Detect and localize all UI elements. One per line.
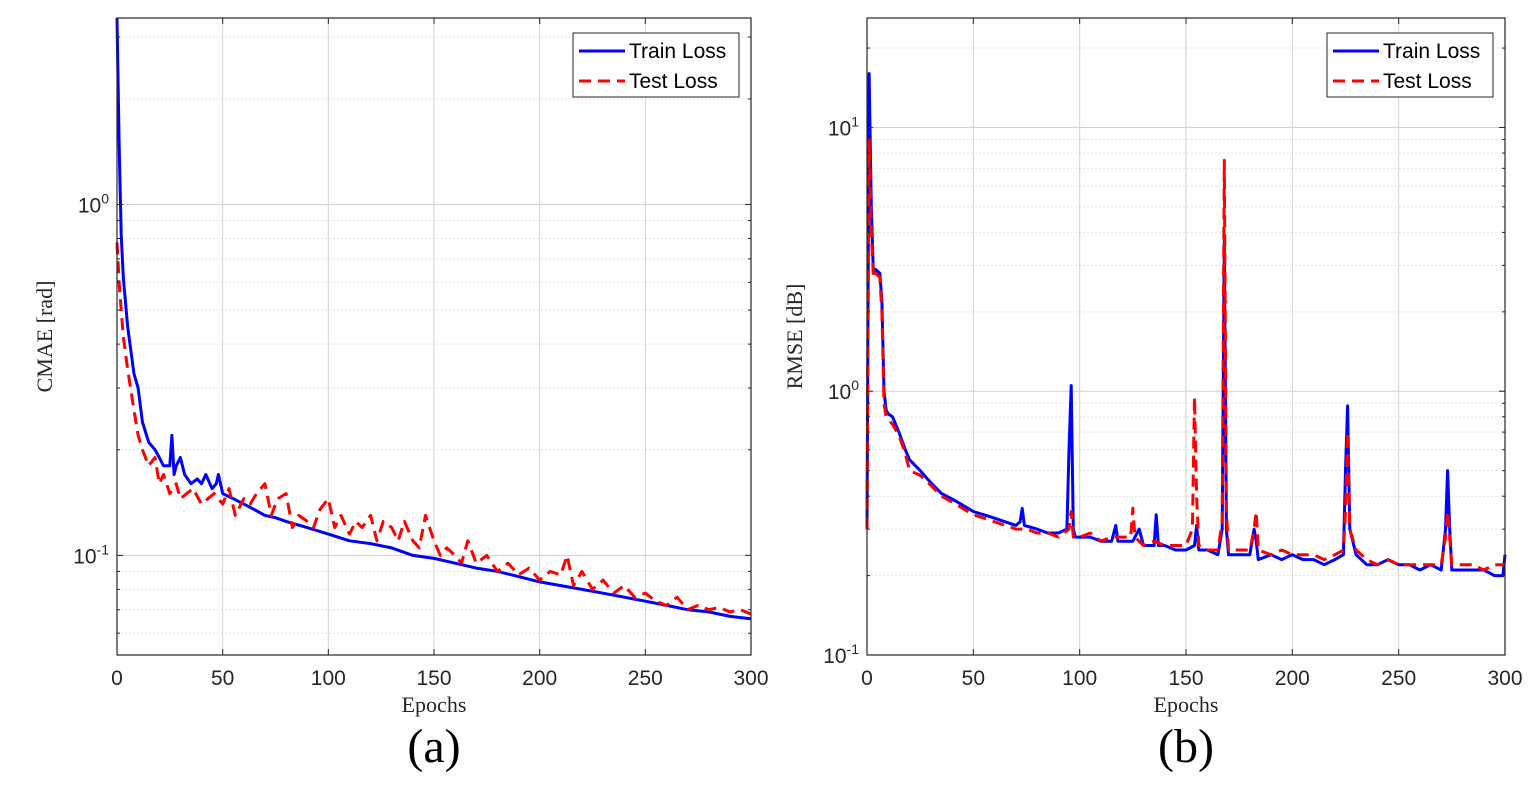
x-tick-label: 150 — [416, 667, 451, 690]
series-line-train-loss — [115, 17, 752, 621]
y-axis-label: RMSE [dB] — [782, 284, 807, 390]
x-axis: 0 50 100 150 200 250 300 — [861, 18, 1523, 690]
y-axis: 101 100 10-1 — [823, 47, 1505, 668]
panel-label: (a) — [407, 720, 460, 773]
x-axis: 0 50 100 150 200 250 300 — [111, 18, 769, 690]
x-tick-label: 100 — [311, 667, 346, 690]
chart-panel-b: 0 50 100 150 200 250 300 101 100 10-1 Epochs RMSE [… — [782, 17, 1523, 773]
x-tick-label: 0 — [861, 667, 873, 690]
legend-label: Train Loss — [629, 40, 726, 63]
y-tick-label: 10-1 — [73, 541, 109, 568]
y-axis-label: CMAE [rad] — [32, 281, 57, 393]
x-tick-label: 250 — [628, 667, 663, 690]
legend-label: Train Loss — [1383, 40, 1480, 63]
x-axis-label: Epochs — [1154, 692, 1219, 717]
legend-box — [572, 32, 740, 98]
x-tick-label: 250 — [1381, 667, 1416, 690]
panel-label: (b) — [1158, 720, 1214, 773]
x-tick-label: 300 — [1487, 667, 1522, 690]
x-tick-label: 200 — [1275, 667, 1310, 690]
legend-label: Test Loss — [629, 70, 718, 93]
x-tick-label: 50 — [211, 667, 234, 690]
x-axis-label: Epochs — [402, 692, 467, 717]
x-tick-label: 100 — [1062, 667, 1097, 690]
x-tick-label: 50 — [962, 667, 985, 690]
legend-label: Test Loss — [1383, 70, 1472, 93]
chart-panel-a: 0 50 100 150 200 250 300 100 10-1 Epochs CMAE [rad… — [32, 17, 769, 773]
series-line-train-loss — [865, 72, 1507, 578]
x-tick-label: 0 — [111, 667, 123, 690]
x-tick-label: 300 — [733, 667, 768, 690]
y-axis: 100 10-1 — [73, 36, 751, 634]
legend-box — [1326, 32, 1494, 98]
series-line-test-loss — [865, 138, 1505, 572]
x-tick-label: 200 — [522, 667, 557, 690]
series-group — [115, 17, 752, 621]
y-tick-label: 100 — [78, 190, 109, 217]
y-tick-label: 101 — [828, 113, 859, 140]
series-group — [865, 72, 1507, 578]
legend: Train Loss Test Loss — [1326, 32, 1494, 98]
y-tick-label: 100 — [828, 377, 859, 404]
y-tick-label: 10-1 — [823, 641, 859, 668]
x-tick-label: 150 — [1168, 667, 1203, 690]
series-line-test-loss — [115, 242, 752, 616]
legend: Train Loss Test Loss — [572, 32, 740, 98]
grid — [116, 18, 752, 655]
